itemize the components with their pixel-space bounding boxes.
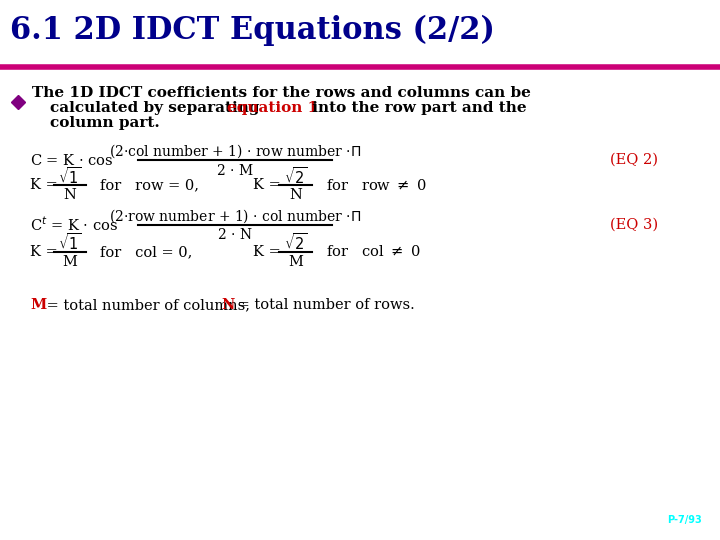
Text: for   row = 0,: for row = 0,: [100, 178, 199, 192]
Text: $\sqrt{2}$: $\sqrt{2}$: [284, 232, 308, 253]
Text: C$^t$ = K $\cdot$ cos: C$^t$ = K $\cdot$ cos: [30, 215, 118, 234]
Text: (2$\cdot$row number + 1) $\cdot$ col number $\cdot\Pi$: (2$\cdot$row number + 1) $\cdot$ col num…: [109, 207, 361, 225]
Text: calculated by separating: calculated by separating: [50, 101, 265, 115]
Text: N: N: [289, 188, 302, 202]
Text: 2 $\cdot$ N: 2 $\cdot$ N: [217, 227, 253, 242]
Text: 2 $\cdot$ M: 2 $\cdot$ M: [216, 163, 253, 178]
Text: 第六章：FPGA模組與硬體介面設計: 第六章：FPGA模組與硬體介面設計: [374, 515, 454, 524]
Text: K =: K =: [253, 178, 285, 192]
Text: N: N: [63, 188, 76, 202]
Text: column part.: column part.: [50, 116, 160, 130]
Text: $\sqrt{1}$: $\sqrt{1}$: [58, 166, 82, 186]
Text: $\sqrt{2}$: $\sqrt{2}$: [284, 166, 308, 186]
Text: = total number of columns,: = total number of columns,: [42, 298, 259, 312]
Text: M: M: [30, 298, 46, 312]
Text: for   row $\neq$ 0: for row $\neq$ 0: [326, 178, 427, 193]
Text: K =: K =: [30, 245, 63, 259]
Text: = total number of rows.: = total number of rows.: [233, 298, 415, 312]
Text: K =: K =: [30, 178, 63, 192]
Text: P-7/93: P-7/93: [667, 515, 702, 525]
Text: into the row part and the: into the row part and the: [307, 101, 526, 115]
Text: 教育部顧問室PAL聯盟/系統晶型與軟硬體整合設計: 教育部顧問室PAL聯盟/系統晶型與軟硬體整合設計: [7, 515, 116, 524]
Text: (EQ 2): (EQ 2): [610, 153, 658, 167]
Text: (EQ 3): (EQ 3): [610, 218, 658, 232]
Text: $\sqrt{1}$: $\sqrt{1}$: [58, 232, 82, 253]
Text: C = K $\cdot$ cos: C = K $\cdot$ cos: [30, 153, 114, 167]
Text: K =: K =: [253, 245, 285, 259]
Text: N: N: [221, 298, 235, 312]
Text: (2$\cdot$col number + 1) $\cdot$ row number $\cdot\Pi$: (2$\cdot$col number + 1) $\cdot$ row num…: [109, 142, 361, 160]
Text: M: M: [289, 255, 303, 269]
Text: for   col $\neq$ 0: for col $\neq$ 0: [326, 245, 420, 259]
Text: equation 1: equation 1: [227, 101, 318, 115]
Text: M: M: [63, 255, 78, 269]
Text: The 1D IDCT coefficients for the rows and columns can be: The 1D IDCT coefficients for the rows an…: [32, 86, 531, 100]
Text: for   col = 0,: for col = 0,: [100, 245, 192, 259]
Text: 6.1 2D IDCT Equations (2/2): 6.1 2D IDCT Equations (2/2): [10, 15, 495, 46]
